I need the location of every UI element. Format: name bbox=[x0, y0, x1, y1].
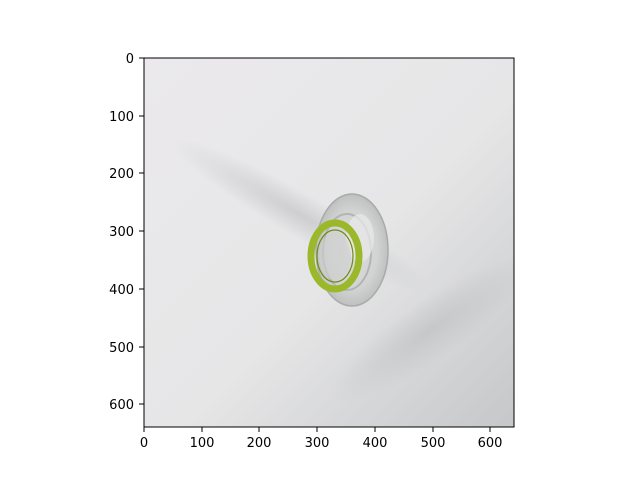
axes-frame bbox=[143, 57, 515, 428]
bottle-mouth-opening bbox=[319, 232, 351, 280]
green-ring-inner-edge bbox=[316, 229, 354, 283]
photo bbox=[144, 58, 514, 427]
y-tick-label: 100 bbox=[109, 110, 134, 125]
x-tick-label: 400 bbox=[363, 436, 388, 451]
x-axis: 0 100 200 300 400 500 600 bbox=[140, 427, 503, 451]
y-tick-label: 200 bbox=[109, 167, 134, 182]
photo-shadow bbox=[330, 256, 514, 404]
y-tick-label: 300 bbox=[109, 225, 134, 240]
x-tick-label: 300 bbox=[305, 436, 330, 451]
x-tick-label: 500 bbox=[421, 436, 446, 451]
y-axis: 0 100 200 300 400 500 600 bbox=[109, 52, 144, 413]
x-tick-label: 600 bbox=[478, 436, 503, 451]
green-ring-icon bbox=[307, 219, 363, 293]
y-tick-label: 400 bbox=[109, 283, 134, 298]
x-tick-label: 100 bbox=[190, 436, 215, 451]
x-tick-label: 0 bbox=[140, 436, 148, 451]
y-tick-label: 600 bbox=[109, 398, 134, 413]
y-tick-label: 500 bbox=[109, 341, 134, 356]
y-tick-label: 0 bbox=[126, 52, 134, 67]
x-tick-label: 200 bbox=[247, 436, 272, 451]
